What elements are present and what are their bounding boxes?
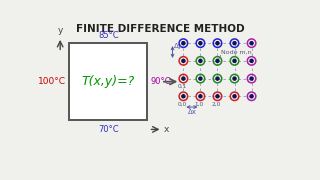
Circle shape xyxy=(216,59,219,62)
Circle shape xyxy=(182,77,185,80)
Circle shape xyxy=(199,95,202,98)
Text: 85°C: 85°C xyxy=(98,31,118,40)
Text: x: x xyxy=(164,125,169,134)
Circle shape xyxy=(199,77,202,80)
Circle shape xyxy=(182,95,185,98)
Circle shape xyxy=(182,42,185,45)
Bar xyxy=(69,43,147,120)
Text: y: y xyxy=(58,26,63,35)
Text: 100°C: 100°C xyxy=(37,77,66,86)
Text: 1,0: 1,0 xyxy=(194,102,204,107)
Circle shape xyxy=(250,95,253,98)
Text: Δx: Δx xyxy=(188,109,196,115)
Text: 0,0: 0,0 xyxy=(177,102,187,107)
Text: 90°C: 90°C xyxy=(150,77,171,86)
Circle shape xyxy=(233,95,236,98)
Circle shape xyxy=(250,42,253,45)
Circle shape xyxy=(233,59,236,62)
Circle shape xyxy=(233,77,236,80)
Text: 0,1: 0,1 xyxy=(177,84,187,89)
Text: Δy: Δy xyxy=(174,43,183,49)
Circle shape xyxy=(216,95,219,98)
Circle shape xyxy=(199,59,202,62)
Circle shape xyxy=(250,59,253,62)
Circle shape xyxy=(250,77,253,80)
Circle shape xyxy=(182,59,185,62)
Text: Node m,n: Node m,n xyxy=(221,50,252,55)
Circle shape xyxy=(216,42,219,45)
Circle shape xyxy=(216,77,219,80)
Circle shape xyxy=(199,42,202,45)
Text: 2,0: 2,0 xyxy=(211,102,220,107)
Text: 70°C: 70°C xyxy=(98,125,118,134)
Text: FINITE DIFFERENCE METHOD: FINITE DIFFERENCE METHOD xyxy=(76,24,244,33)
Text: T(x,y)=?: T(x,y)=? xyxy=(82,75,135,88)
Circle shape xyxy=(233,42,236,45)
